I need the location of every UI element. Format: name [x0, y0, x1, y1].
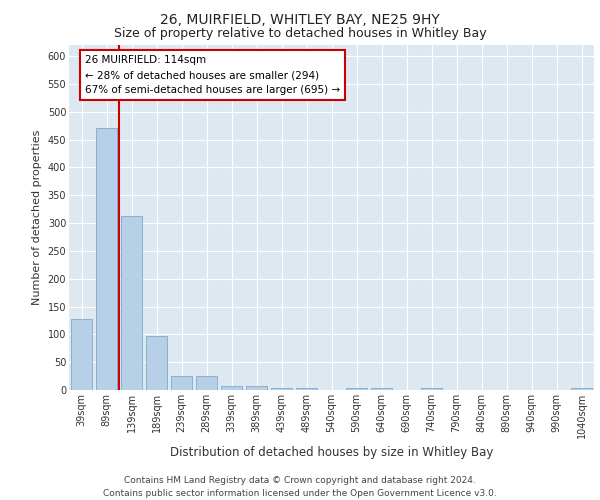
Bar [221, 386, 242, 390]
Bar [96, 128, 117, 390]
Text: 26, MUIRFIELD, WHITLEY BAY, NE25 9HY: 26, MUIRFIELD, WHITLEY BAY, NE25 9HY [160, 12, 440, 26]
Bar [121, 216, 142, 390]
Text: Size of property relative to detached houses in Whitley Bay: Size of property relative to detached ho… [113, 28, 487, 40]
Bar [171, 376, 192, 390]
Bar [571, 388, 592, 390]
Text: Contains HM Land Registry data © Crown copyright and database right 2024.
Contai: Contains HM Land Registry data © Crown c… [103, 476, 497, 498]
Bar [196, 376, 217, 390]
X-axis label: Distribution of detached houses by size in Whitley Bay: Distribution of detached houses by size … [170, 446, 493, 460]
Bar [346, 388, 367, 390]
Bar [146, 336, 167, 390]
Text: 26 MUIRFIELD: 114sqm
← 28% of detached houses are smaller (294)
67% of semi-deta: 26 MUIRFIELD: 114sqm ← 28% of detached h… [85, 56, 340, 95]
Bar [371, 388, 392, 390]
Bar [296, 388, 317, 390]
Y-axis label: Number of detached properties: Number of detached properties [32, 130, 42, 305]
Bar [271, 388, 292, 390]
Bar [421, 388, 442, 390]
Bar [71, 319, 92, 390]
Bar [246, 386, 267, 390]
